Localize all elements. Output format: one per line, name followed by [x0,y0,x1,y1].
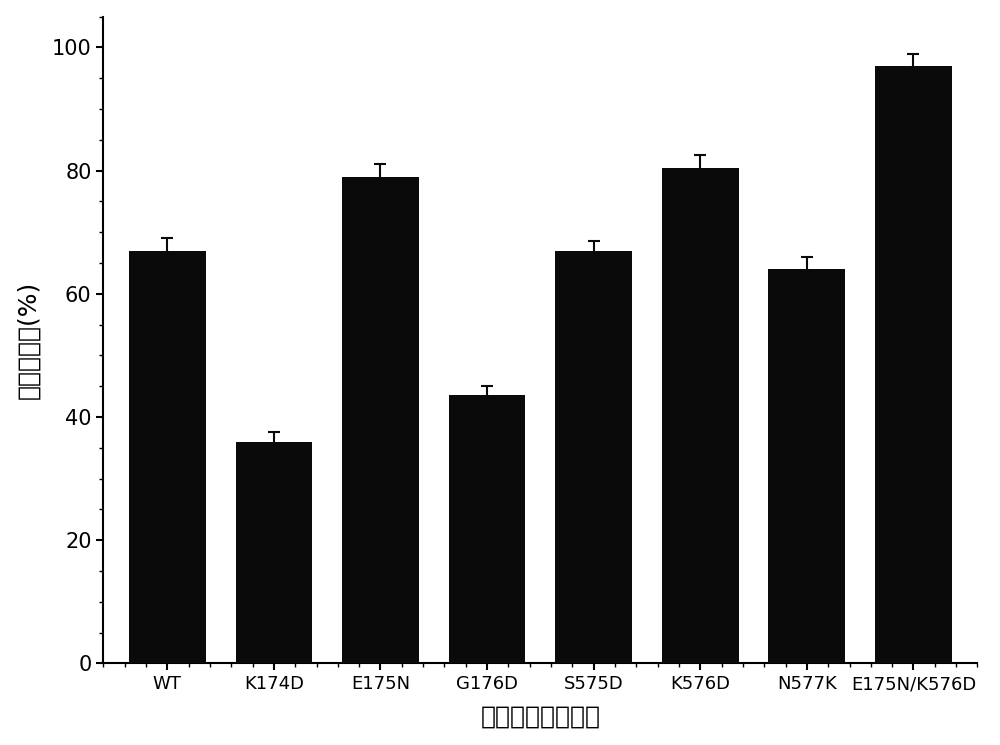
Bar [449,396,525,663]
Bar [555,251,632,663]
Bar [342,177,419,663]
Bar [768,269,845,663]
Bar [236,442,312,663]
Bar [662,168,739,663]
Bar [129,251,206,663]
Bar [875,66,952,663]
Y-axis label: 相对酶活力(%): 相对酶活力(%) [17,281,41,399]
X-axis label: 蔗糖异构酶突变体: 蔗糖异构酶突变体 [480,704,600,729]
